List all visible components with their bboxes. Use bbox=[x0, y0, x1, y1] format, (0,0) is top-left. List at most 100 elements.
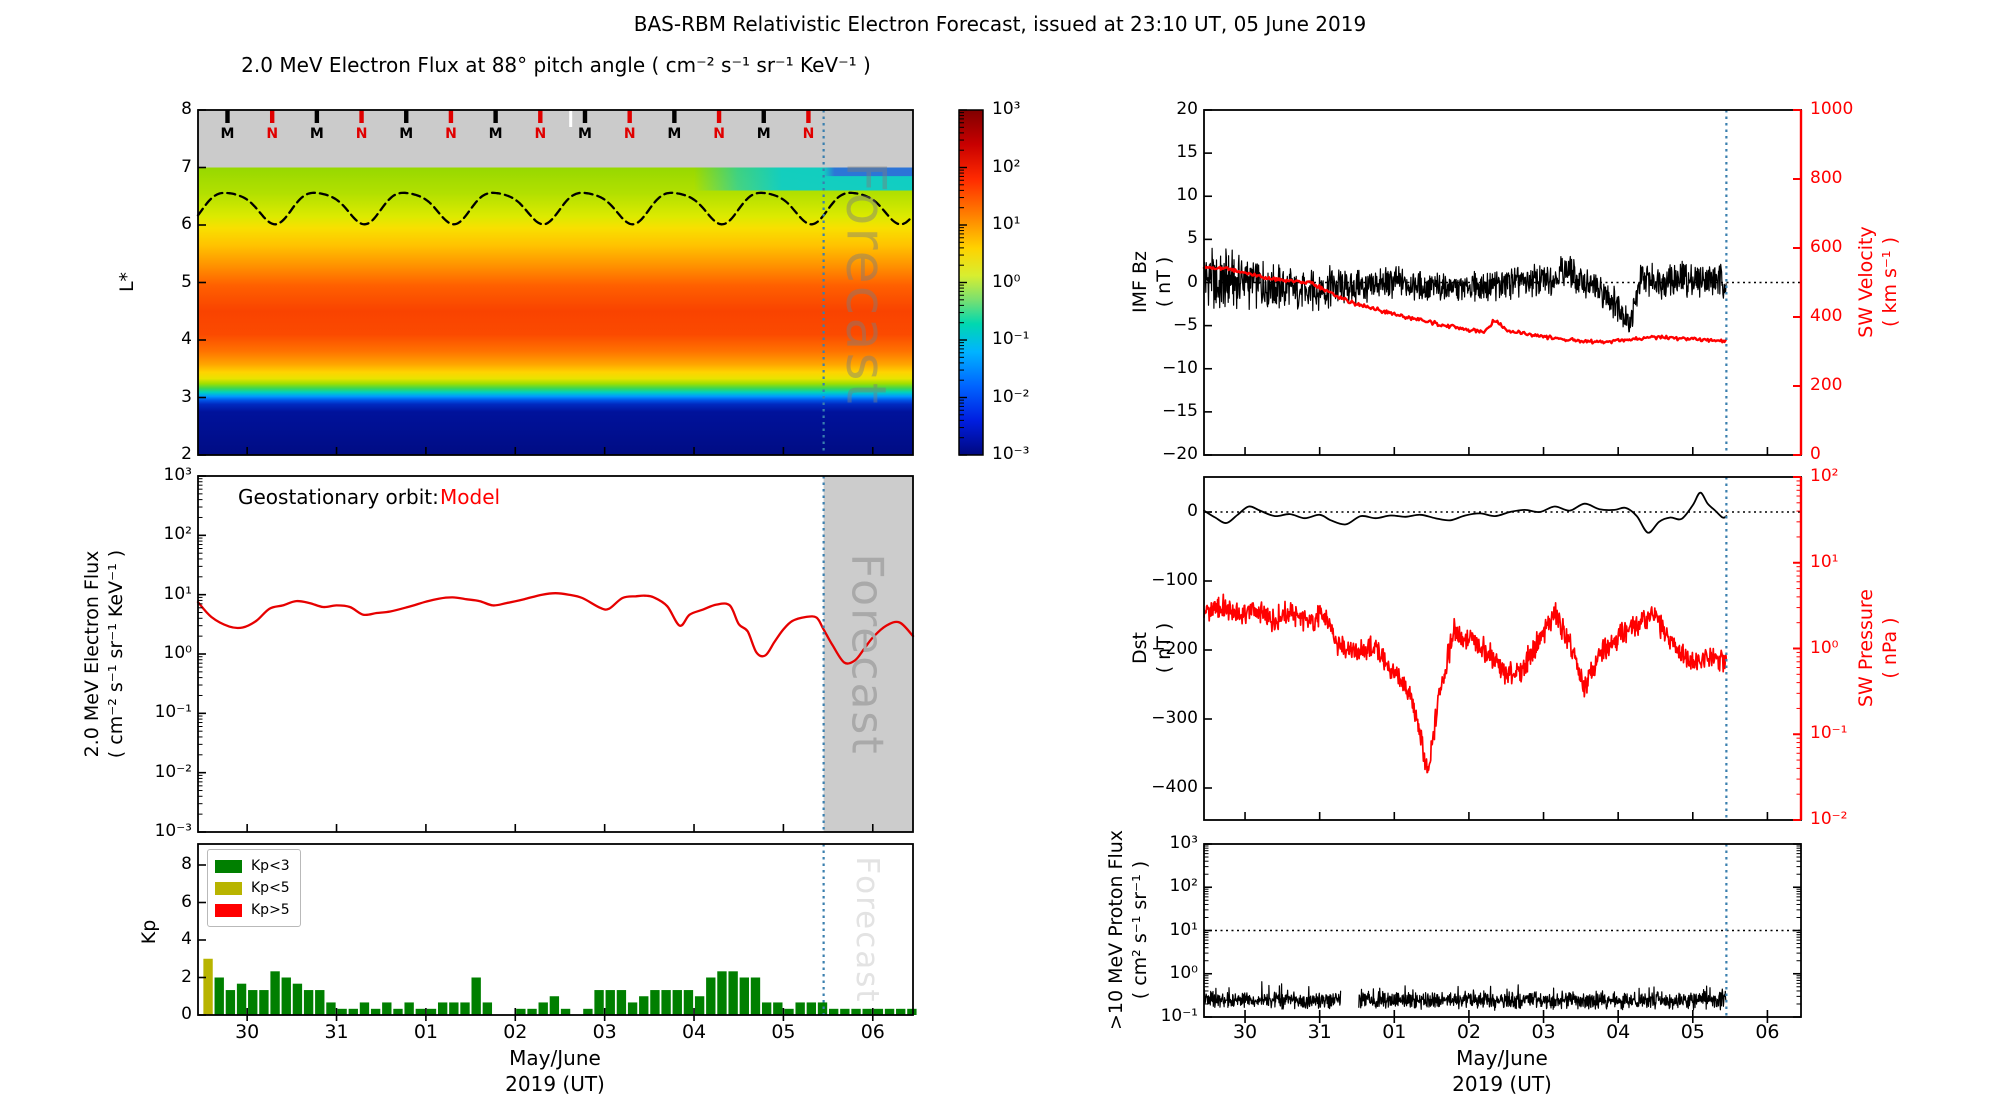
right-xtick: 31 bbox=[1307, 1021, 1332, 1043]
colorbar-tick: 10⁻² bbox=[992, 386, 1030, 407]
right-xlabel-year: 2019 (UT) bbox=[1452, 1072, 1552, 1096]
right-xtick: 04 bbox=[1606, 1021, 1631, 1043]
imf-ytick: −20 bbox=[1162, 444, 1198, 464]
forecast-watermark-kp: Forecast bbox=[849, 856, 885, 1004]
left-xtick: 31 bbox=[324, 1021, 349, 1043]
noon-marker-label: N bbox=[534, 126, 547, 142]
velocity-ytick: 800 bbox=[1810, 168, 1843, 188]
colorbar bbox=[958, 109, 984, 456]
heatmap-ytick: 7 bbox=[181, 156, 192, 177]
noon-marker-label: N bbox=[266, 126, 279, 142]
midnight-marker-label: M bbox=[578, 126, 592, 142]
heatmap-ytick: 2 bbox=[181, 444, 192, 464]
pressure-ytick: 10⁻¹ bbox=[1810, 723, 1848, 744]
midnight-marker-label: M bbox=[667, 126, 682, 142]
heatmap-panel bbox=[196, 109, 914, 456]
kp-ytick: 6 bbox=[181, 891, 192, 912]
colorbar-tick: 10¹ bbox=[992, 214, 1021, 234]
geo-flux-ytick: 10⁻³ bbox=[154, 821, 192, 841]
left-xtick: 02 bbox=[503, 1021, 528, 1043]
geo-note-label: Geostationary orbit: bbox=[238, 485, 439, 509]
page-title: BAS-RBM Relativistic Electron Forecast, … bbox=[633, 12, 1367, 36]
heatmap-ytick: 5 bbox=[181, 271, 192, 292]
noon-marker-label: N bbox=[355, 126, 368, 142]
proton-ytick: 10⁰ bbox=[1169, 962, 1198, 983]
midnight-marker-label: M bbox=[220, 126, 235, 142]
kp-legend-label: Kp<5 bbox=[251, 880, 290, 896]
pressure-ytick: 10⁻² bbox=[1810, 809, 1848, 829]
kp-legend-label: Kp<3 bbox=[251, 858, 290, 874]
imf-ytick: 0 bbox=[1187, 271, 1198, 292]
imf-ytick: −10 bbox=[1162, 357, 1198, 378]
kp-legend-label: Kp>5 bbox=[251, 902, 290, 918]
colorbar-tick: 10⁰ bbox=[992, 271, 1021, 292]
kp-legend-swatch bbox=[215, 859, 242, 873]
imf-ytick: −15 bbox=[1162, 400, 1198, 421]
right-xtick: 01 bbox=[1382, 1021, 1407, 1043]
velocity-ytick: 1000 bbox=[1810, 99, 1854, 119]
geo-flux-ytick: 10² bbox=[163, 524, 192, 545]
left-xtick: 01 bbox=[413, 1021, 438, 1043]
colorbar-tick: 10⁻³ bbox=[992, 444, 1030, 464]
pressure-ytick: 10¹ bbox=[1810, 551, 1839, 572]
kp-ytick: 4 bbox=[181, 929, 192, 949]
proton-ytick: 10⁻¹ bbox=[1160, 1006, 1198, 1026]
kp-legend-item: Kp>5 bbox=[215, 899, 290, 921]
kp-legend-swatch bbox=[215, 903, 242, 917]
heatmap-ytick: 4 bbox=[181, 329, 192, 349]
pressure-ytick: 10² bbox=[1810, 466, 1839, 486]
noon-marker-label: N bbox=[713, 126, 725, 142]
velocity-ytick: 200 bbox=[1810, 375, 1843, 395]
right-xtick: 05 bbox=[1680, 1021, 1705, 1043]
midnight-marker-label: M bbox=[309, 126, 324, 142]
noon-marker-label: N bbox=[445, 126, 457, 142]
kp-ytick: 0 bbox=[181, 1004, 192, 1024]
heatmap-title: 2.0 MeV Electron Flux at 88° pitch angle… bbox=[241, 53, 871, 77]
geo-flux-ylabel-line1: 2.0 MeV Electron Flux bbox=[81, 550, 103, 758]
kp-ytick: 8 bbox=[181, 854, 192, 874]
dst-ytick: −200 bbox=[1151, 639, 1198, 659]
heatmap-ytick: 6 bbox=[181, 214, 192, 234]
forecast-watermark-heatmap: Forecast bbox=[834, 161, 898, 406]
left-xtick: 30 bbox=[235, 1021, 260, 1043]
midnight-marker-label: M bbox=[488, 126, 503, 142]
imf-ytick: 20 bbox=[1176, 99, 1198, 119]
imf-ytick: 15 bbox=[1176, 142, 1198, 163]
dst-ytick: 0 bbox=[1187, 501, 1198, 521]
heatmap-ytick: 3 bbox=[181, 386, 192, 407]
dst-ytick: −400 bbox=[1151, 777, 1198, 797]
geo-flux-ytick: 10³ bbox=[163, 465, 192, 485]
proton-ytick: 10¹ bbox=[1169, 919, 1198, 940]
imf-ytick: 5 bbox=[1187, 228, 1198, 249]
geo-flux-ytick: 10⁻² bbox=[154, 761, 192, 782]
midnight-marker-label: M bbox=[756, 126, 771, 142]
midnight-marker-label: M bbox=[399, 126, 414, 142]
proton-panel bbox=[1203, 843, 1802, 1023]
left-xtick: 06 bbox=[860, 1021, 885, 1043]
noon-marker-label: N bbox=[623, 126, 636, 142]
kp-legend-swatch bbox=[215, 881, 242, 895]
geo-note-model: Model bbox=[440, 485, 501, 509]
colorbar-tick: 10³ bbox=[992, 99, 1021, 119]
left-xtick: 04 bbox=[681, 1021, 707, 1043]
kp-legend-item: Kp<5 bbox=[215, 877, 290, 899]
colorbar-tick: 10⁻¹ bbox=[992, 329, 1030, 349]
proton-ytick: 10³ bbox=[1169, 833, 1198, 853]
left-xlabel-month: May/June bbox=[509, 1046, 601, 1070]
geo-flux-ytick: 10⁰ bbox=[163, 643, 192, 663]
proton-ytick: 10² bbox=[1169, 876, 1198, 897]
velocity-ytick: 0 bbox=[1810, 444, 1821, 464]
imf-ytick: 10 bbox=[1176, 185, 1198, 206]
geo-flux-ytick: 10⁻¹ bbox=[154, 702, 192, 723]
right-xlabel-month: May/June bbox=[1456, 1046, 1548, 1070]
dst-ytick: −300 bbox=[1151, 708, 1198, 728]
geo-flux-ytick: 10¹ bbox=[163, 583, 192, 604]
pressure-ytick: 10⁰ bbox=[1810, 637, 1839, 658]
right-xtick: 30 bbox=[1232, 1021, 1258, 1043]
noon-marker-label: N bbox=[802, 126, 815, 142]
velocity-ytick: 600 bbox=[1810, 237, 1843, 257]
left-xtick: 03 bbox=[592, 1021, 617, 1043]
imf-ytick: −5 bbox=[1172, 314, 1198, 335]
